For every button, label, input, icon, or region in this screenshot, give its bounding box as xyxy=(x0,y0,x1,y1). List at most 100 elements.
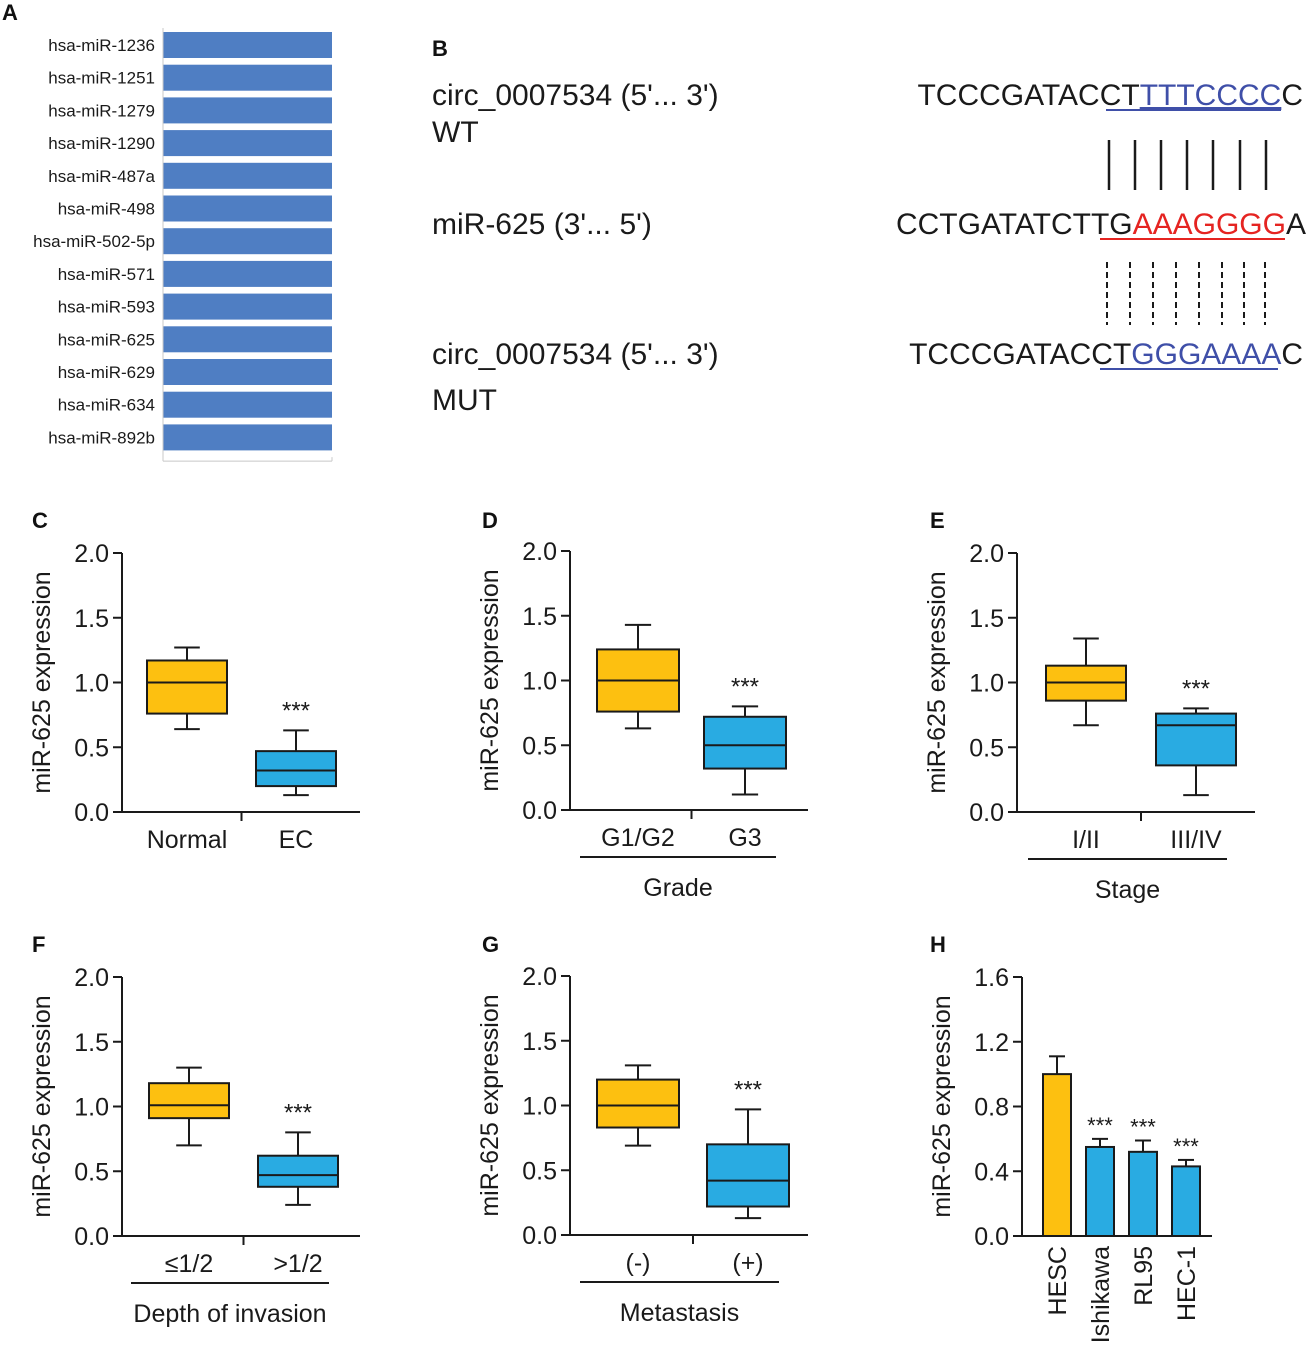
group-label: Grade xyxy=(643,874,712,902)
y-tick-label: 0.5 xyxy=(74,1158,109,1186)
panel-label-b: B xyxy=(432,36,448,61)
mirna-label: hsa-miR-629 xyxy=(58,363,155,382)
significance-mark: *** xyxy=(734,1076,762,1103)
box-body xyxy=(258,1156,338,1187)
bar xyxy=(1086,1147,1114,1236)
y-axis-label: miR-625 expression xyxy=(476,569,504,791)
panel-f-chart: 0.0 0.5 1.0 1.5 2.0 miR-625 expression ≤1/2 ***… xyxy=(28,964,360,1328)
bar xyxy=(1172,1166,1200,1236)
mut-seq-site: GGGAAAA xyxy=(1131,338,1281,371)
mirna-bar xyxy=(163,392,332,418)
y-tick-label: 2.0 xyxy=(969,540,1004,568)
mirna-label: hsa-miR-498 xyxy=(58,200,155,219)
mirna-label: hsa-miR-1290 xyxy=(48,134,155,153)
y-tick-label: 0.5 xyxy=(522,1157,557,1185)
y-axis-label: miR-625 expression xyxy=(28,571,56,793)
significance-mark: *** xyxy=(1182,675,1210,702)
mir-seq-site: AAAGGGG xyxy=(1133,208,1286,241)
box-group-2 xyxy=(256,730,336,795)
mirna-bar xyxy=(163,97,332,123)
x-tick-label: I/II xyxy=(1072,826,1100,854)
mirna-bar xyxy=(163,163,332,189)
mut-sequence: TCCCGATACCTGGGAAAAC xyxy=(909,338,1303,371)
y-tick-label: 1.5 xyxy=(522,1028,557,1056)
mut-tag: MUT xyxy=(432,384,497,417)
y-tick-label: 0.8 xyxy=(974,1094,1009,1122)
significance-mark: *** xyxy=(282,697,310,724)
y-tick-label: 1.5 xyxy=(74,605,109,633)
group-label: Depth of invasion xyxy=(133,1300,326,1328)
mir-seq-post: A xyxy=(1286,208,1306,241)
y-tick-label: 0.0 xyxy=(522,797,557,825)
box-group-1 xyxy=(147,648,227,730)
y-tick-label: 0.0 xyxy=(74,799,109,827)
mirna-bar xyxy=(163,228,332,254)
panel-label-f: F xyxy=(32,932,45,957)
box-group-2 xyxy=(258,1132,338,1205)
x-tick-label: III/IV xyxy=(1170,826,1222,854)
significance-mark: *** xyxy=(1173,1134,1199,1159)
mirna-bar xyxy=(163,424,332,450)
panel-label-c: C xyxy=(32,508,48,533)
x-tick-label: (+) xyxy=(732,1249,763,1277)
y-tick-label: 0.5 xyxy=(74,734,109,762)
mirna-bar xyxy=(163,294,332,320)
panel-b-binding-site: B circ_0007534 (5'... 3') WT miR-625 (3'… xyxy=(432,36,1306,417)
y-tick-label: 0.4 xyxy=(974,1158,1009,1186)
box-group-1 xyxy=(597,1065,679,1145)
mir-name: miR-625 (3'... 5') xyxy=(432,208,652,241)
box-group-1 xyxy=(1046,638,1126,725)
panel-h-chart: 0.0 0.4 0.8 1.2 1.6 miR-625 expression HESC ***… xyxy=(928,964,1212,1343)
box-group-1 xyxy=(597,625,679,729)
panel-label-e: E xyxy=(930,508,945,533)
mir-seq-pre: CCTGATATCTTG xyxy=(896,208,1133,241)
box-body xyxy=(149,1083,229,1118)
x-tick-label: >1/2 xyxy=(273,1250,322,1278)
panel-label-a: A xyxy=(2,0,18,25)
y-tick-label: 1.0 xyxy=(969,670,1004,698)
box-body xyxy=(147,660,227,713)
bar xyxy=(1043,1074,1071,1236)
y-tick-label: 0.0 xyxy=(74,1223,109,1251)
box-group-1 xyxy=(149,1068,229,1146)
mut-seq-pre: TCCCGATACCT xyxy=(909,338,1131,371)
mirna-label: hsa-miR-1279 xyxy=(48,101,155,120)
significance-mark: *** xyxy=(1130,1114,1156,1139)
x-tick-label: RL95 xyxy=(1130,1246,1158,1306)
significance-mark: *** xyxy=(284,1099,312,1126)
panel-e-chart: 0.0 0.5 1.0 1.5 2.0 miR-625 expression I/II ***… xyxy=(923,540,1255,904)
y-tick-label: 1.5 xyxy=(969,605,1004,633)
mirna-bar xyxy=(163,326,332,352)
panel-label-d: D xyxy=(482,508,498,533)
x-tick-label: ≤1/2 xyxy=(165,1250,213,1278)
y-tick-label: 0.0 xyxy=(969,799,1004,827)
y-tick-label: 1.0 xyxy=(74,670,109,698)
mirna-label: hsa-miR-571 xyxy=(58,265,155,284)
wt-sequence: TCCCGATACCTTTTCCCCC xyxy=(917,79,1303,112)
mirna-bar xyxy=(163,196,332,222)
box-group-2 xyxy=(704,706,786,794)
x-tick-label: HEC-1 xyxy=(1173,1246,1201,1321)
wt-seq-pre: TCCCGATACCT xyxy=(917,79,1139,112)
mirna-label: hsa-miR-502-5p xyxy=(33,232,155,251)
x-tick-label: G3 xyxy=(728,824,761,852)
box-body xyxy=(704,717,786,769)
mirna-label: hsa-miR-634 xyxy=(58,396,155,415)
mir-sequence: CCTGATATCTTGAAAGGGGA xyxy=(896,208,1306,241)
mut-seq-post: C xyxy=(1281,338,1303,371)
x-tick-label: Ishikawa xyxy=(1087,1246,1115,1343)
x-tick-label: EC xyxy=(279,826,314,854)
y-tick-label: 2.0 xyxy=(522,538,557,566)
mirna-bar xyxy=(163,65,332,91)
bar xyxy=(1129,1152,1157,1236)
y-axis-label: miR-625 expression xyxy=(923,571,951,793)
group-label: Stage xyxy=(1095,876,1160,904)
mirna-label: hsa-miR-1251 xyxy=(48,69,155,88)
box-group-2 xyxy=(707,1109,789,1218)
x-tick-label: G1/G2 xyxy=(601,824,675,852)
wt-pairing-lines xyxy=(1109,140,1266,190)
y-tick-label: 2.0 xyxy=(74,540,109,568)
y-tick-label: 1.0 xyxy=(522,1093,557,1121)
significance-mark: *** xyxy=(1087,1113,1113,1138)
y-axis-label: miR-625 expression xyxy=(28,995,56,1217)
